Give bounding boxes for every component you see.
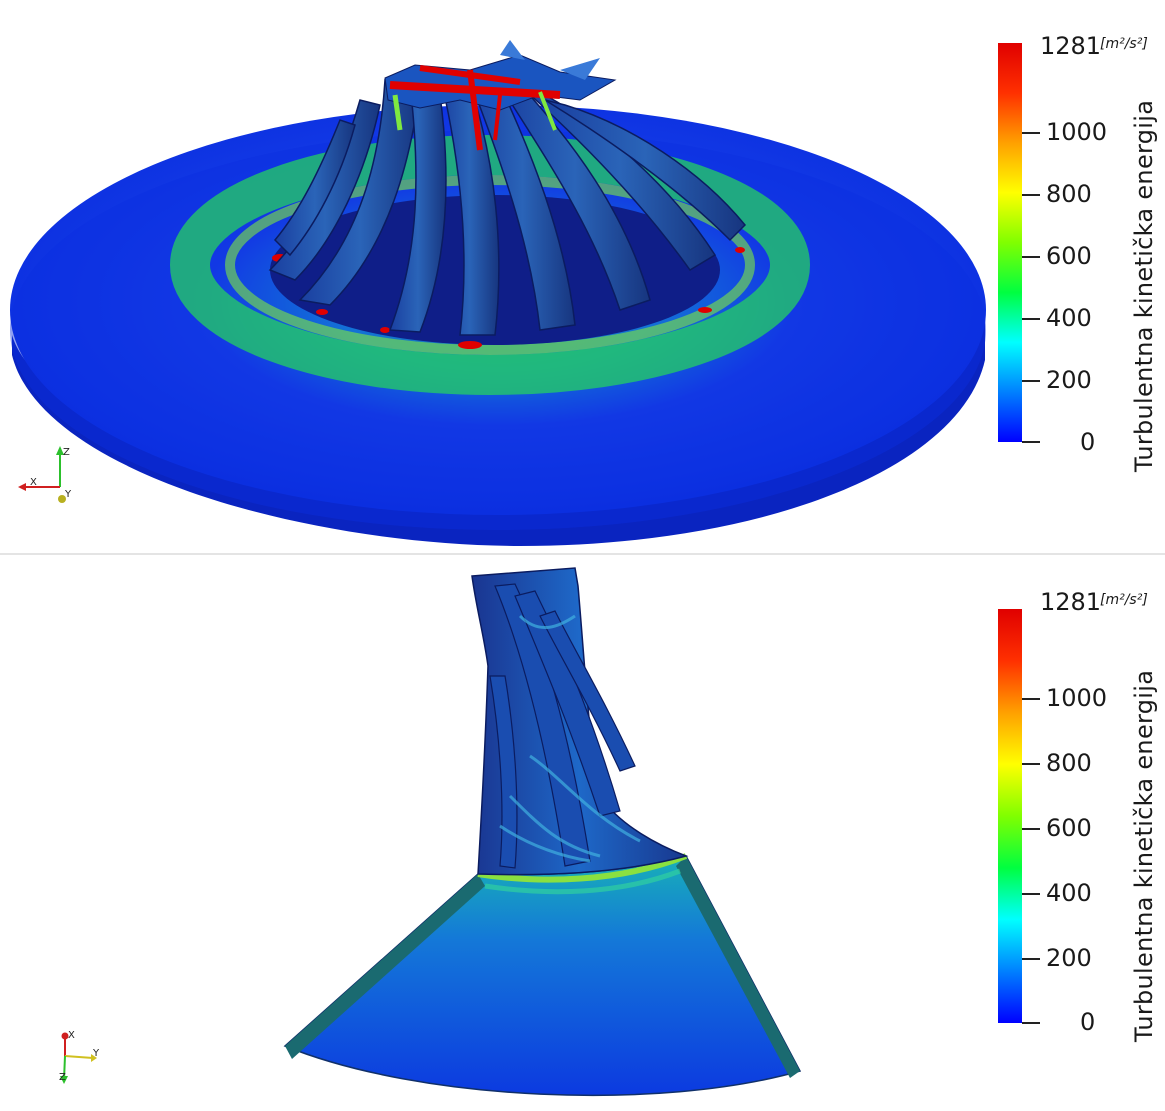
axis-label-y: Y [64,489,72,500]
colorbar-units: [m²/s²] [1100,592,1148,608]
colorbar-tick [1022,132,1040,134]
colorbar [998,43,1022,442]
diffuser-edge-right [676,856,800,1078]
colorbar-tick-label: 200 [1046,366,1092,394]
colorbar-tick [1022,828,1040,830]
diffuser-edge-left [285,874,485,1059]
colorbar-units: [m²/s²] [1100,36,1148,52]
axis-label-y: Y [92,1048,100,1059]
impeller-section-render: X Y Z [59,567,802,1097]
colorbar-tick [1022,441,1040,443]
axes-triad: Z X Y [18,446,72,503]
colorbar-tick [1022,1022,1040,1024]
axis-label-x: X [68,1030,75,1041]
colorbar-tick-label: 200 [1046,944,1092,972]
colorbar-tick [1022,698,1040,700]
colorbar-tick-label: 1000 [1046,684,1108,712]
axis-label-x: X [30,477,37,488]
bottom-viewport[interactable]: X Y Z 1281 [m²/s²] 1000 800 600 400 200 … [0,556,1165,1111]
colorbar-tick-label: 400 [1046,879,1092,907]
colorbar-tick-label: 0 [1080,1008,1096,1036]
panel-divider [0,553,1165,555]
colorbar-tick-label: 400 [1046,304,1092,332]
impeller-blades [268,73,747,336]
colorbar-max-label: 1281 [1040,32,1102,60]
impeller-disk-render: Z X Y [10,40,986,546]
colorbar-tick [1022,958,1040,960]
colorbar-tick-label: 600 [1046,242,1092,270]
colorbar-tick [1022,763,1040,765]
colorbar-title: Turbulentna kinetička energija [1130,669,1158,1042]
axes-triad: X Y Z [59,1030,100,1084]
colorbar-tick [1022,318,1040,320]
column-blades [489,583,636,869]
top-viewport[interactable]: Z X Y 1281 [m²/s²] 1000 800 600 400 200 … [0,0,1165,552]
colorbar-tick [1022,893,1040,895]
colorbar-tick-label: 800 [1046,749,1092,777]
colorbar-tick-label: 0 [1080,428,1096,456]
colorbar-tick [1022,380,1040,382]
colorbar-tick [1022,194,1040,196]
axis-label-z: Z [63,447,70,458]
colorbar [998,609,1022,1023]
colorbar-tick-label: 600 [1046,814,1092,842]
colorbar-max-label: 1281 [1040,588,1102,616]
colorbar-title: Turbulentna kinetička energija [1130,99,1158,472]
impeller-hub-top [384,40,617,151]
axis-label-z: Z [59,1072,66,1083]
colorbar-tick-label: 800 [1046,180,1092,208]
hotspots-disk [272,186,745,349]
turbulence-ring [170,135,810,395]
colorbar-tick-label: 1000 [1046,118,1108,146]
inlet-interface [477,853,688,883]
colorbar-tick [1022,256,1040,258]
column-highlights [499,614,641,863]
